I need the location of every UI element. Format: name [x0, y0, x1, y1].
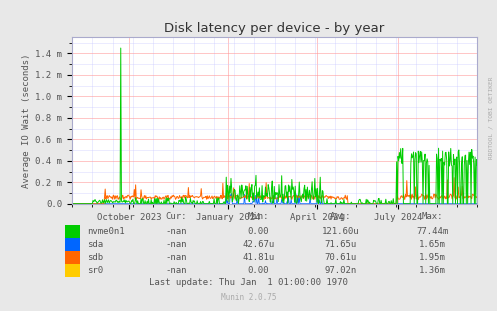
Text: nvme0n1: nvme0n1: [87, 227, 125, 236]
Text: 121.60u: 121.60u: [322, 227, 359, 236]
Text: sr0: sr0: [87, 267, 103, 275]
Text: -nan: -nan: [166, 240, 187, 249]
Text: -nan: -nan: [166, 227, 187, 236]
Text: -nan: -nan: [166, 253, 187, 262]
Text: Munin 2.0.75: Munin 2.0.75: [221, 294, 276, 302]
Text: 42.67u: 42.67u: [243, 240, 274, 249]
Text: RRDTOOL / TOBI OETIKER: RRDTOOL / TOBI OETIKER: [489, 77, 494, 160]
Text: 71.65u: 71.65u: [325, 240, 356, 249]
Text: sda: sda: [87, 240, 103, 249]
Text: -nan: -nan: [166, 267, 187, 275]
Text: 77.44m: 77.44m: [416, 227, 448, 236]
Text: 0.00: 0.00: [248, 267, 269, 275]
Text: sdb: sdb: [87, 253, 103, 262]
Text: 41.81u: 41.81u: [243, 253, 274, 262]
Text: Cur:: Cur:: [166, 212, 187, 221]
Text: Max:: Max:: [421, 212, 443, 221]
Text: 0.00: 0.00: [248, 227, 269, 236]
Text: 1.95m: 1.95m: [419, 253, 446, 262]
Text: 97.02n: 97.02n: [325, 267, 356, 275]
Text: 1.65m: 1.65m: [419, 240, 446, 249]
Text: 70.61u: 70.61u: [325, 253, 356, 262]
Text: Min:: Min:: [248, 212, 269, 221]
Y-axis label: Average IO Wait (seconds): Average IO Wait (seconds): [22, 53, 31, 188]
Text: Last update: Thu Jan  1 01:00:00 1970: Last update: Thu Jan 1 01:00:00 1970: [149, 278, 348, 287]
Title: Disk latency per device - by year: Disk latency per device - by year: [165, 22, 385, 35]
Text: Avg:: Avg:: [330, 212, 351, 221]
Text: 1.36m: 1.36m: [419, 267, 446, 275]
